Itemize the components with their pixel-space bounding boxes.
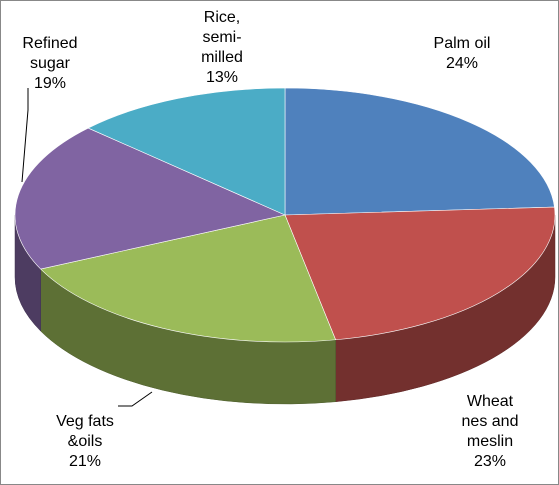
data-labels: Palm oil 24% Wheat nes and meslin 23% Veg fats… bbox=[21, 9, 519, 470]
pie-slice bbox=[87, 87, 286, 216]
leader-line bbox=[21, 88, 29, 183]
category-label: Palm oil bbox=[434, 35, 491, 52]
category-label: Veg fats &oils bbox=[56, 413, 114, 450]
value-label: 19% bbox=[34, 75, 66, 92]
pie-slice bbox=[284, 206, 556, 341]
category-label: Wheat nes and meslin bbox=[462, 393, 519, 450]
value-label: 24% bbox=[446, 55, 478, 72]
value-label: 23% bbox=[474, 453, 506, 470]
pie-slice bbox=[14, 127, 286, 270]
pie-sides bbox=[14, 214, 556, 405]
pie-slice bbox=[284, 87, 555, 216]
leader-line bbox=[118, 391, 153, 407]
pie-slice bbox=[40, 214, 337, 343]
category-label: Refined sugar bbox=[22, 35, 77, 72]
category-label: Rice, semi-milled bbox=[201, 9, 243, 66]
value-label: 13% bbox=[206, 69, 238, 86]
value-label: 21% bbox=[69, 453, 101, 470]
pie-tops bbox=[14, 87, 556, 343]
